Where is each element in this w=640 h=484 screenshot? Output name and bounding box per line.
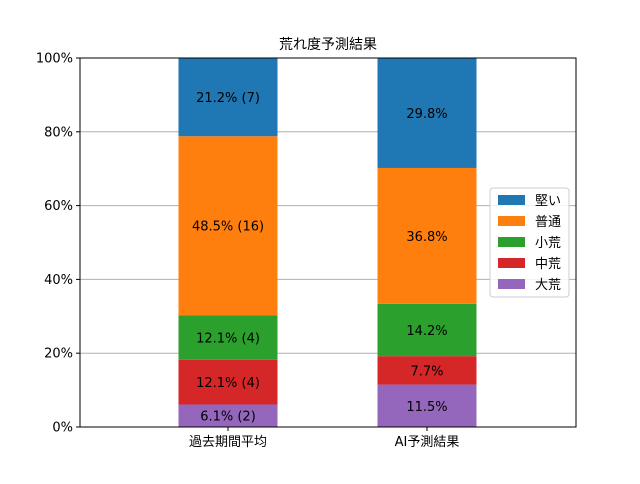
chart-title: 荒れ度予測結果 — [279, 37, 377, 53]
bar-value-label: 36.8% — [406, 230, 447, 245]
bar-segment — [178, 404, 278, 427]
bar-segment — [377, 384, 477, 427]
bar-segment — [178, 136, 278, 316]
y-tick-label: 60% — [44, 199, 73, 214]
x-tick-label: 過去期間平均 — [189, 435, 267, 450]
bar-value-label: 21.2% (7) — [196, 91, 260, 106]
legend-box — [489, 187, 570, 298]
bar-segment — [377, 58, 477, 168]
bar-segment — [178, 58, 278, 137]
y-tick-label: 0% — [52, 421, 73, 436]
y-tick-label: 20% — [44, 347, 73, 362]
y-tick-label: 80% — [44, 125, 73, 140]
bar-value-label: 7.7% — [410, 364, 443, 379]
bar-value-label: 6.1% (2) — [200, 410, 256, 425]
bar-segment — [377, 356, 477, 385]
legend-swatch — [498, 258, 525, 268]
bar-value-label: 48.5% (16) — [192, 220, 264, 235]
y-tick-label: 100% — [36, 52, 73, 67]
bar-segment — [178, 359, 278, 405]
legend-label: 堅い — [535, 194, 561, 209]
x-tick-label: AI予測結果 — [395, 435, 460, 450]
bar-value-label: 11.5% — [406, 400, 447, 415]
axes-frame — [79, 57, 577, 428]
legend-swatch — [498, 237, 525, 247]
bar-value-label: 12.1% (4) — [196, 376, 260, 391]
legend-label: 小荒 — [535, 236, 561, 251]
legend-swatch — [498, 279, 525, 289]
bar-value-label: 14.2% — [406, 324, 447, 339]
bar-value-label: 12.1% (4) — [196, 332, 260, 347]
bars: 6.1% (2) 12.1% (4) 12.1% (4) 48.5% (16) 21.2… — [178, 58, 477, 427]
legend-label: 大荒 — [535, 278, 561, 293]
legend-label: 中荒 — [535, 257, 561, 272]
legend-swatch — [498, 195, 525, 205]
bar-segment — [377, 167, 477, 304]
bar-value-label: 29.8% — [406, 107, 447, 122]
bar-segment — [377, 303, 477, 357]
bar-segment — [178, 315, 278, 360]
legend-label: 普通 — [535, 215, 561, 230]
legend-swatch — [498, 216, 525, 226]
y-tick-label: 40% — [44, 273, 73, 288]
axis-ticks: 0% 20% 40% 60% 80% 100% 過去期間平均 AI予測結果 — [36, 52, 460, 451]
